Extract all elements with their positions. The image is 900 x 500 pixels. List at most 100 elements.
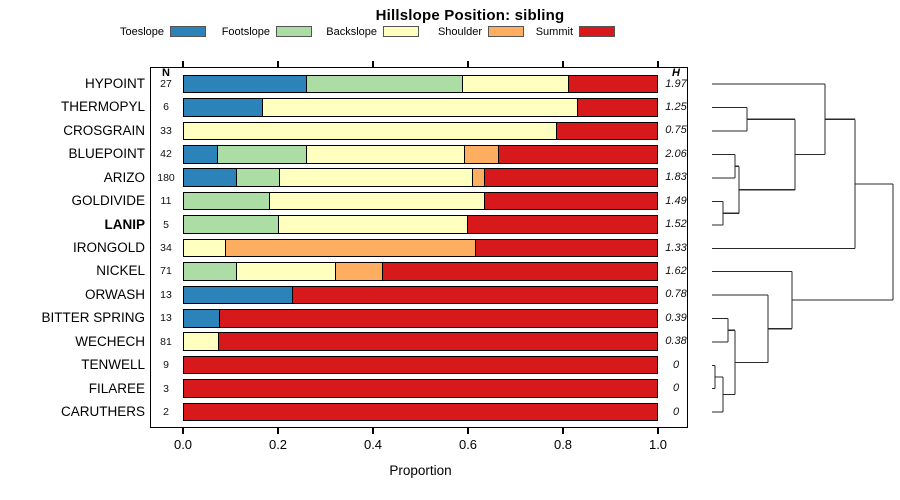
n-value: 27 (160, 78, 172, 90)
bar-segment-toeslope (184, 99, 263, 116)
x-axis-tick (277, 428, 279, 434)
legend-item-shoulder: Shoulder (438, 26, 524, 38)
bar-row (183, 238, 658, 258)
n-value: 33 (160, 124, 172, 137)
legend-label: Shoulder (437, 26, 482, 38)
row-label: BITTER SPRING (41, 310, 145, 326)
bar-segment-summit (484, 169, 657, 186)
legend-item-backslope: Backslope (326, 26, 419, 38)
legend-swatch-footslope-icon (276, 26, 312, 37)
n-value: 11 (160, 195, 172, 208)
bar-row (183, 355, 658, 375)
legend-label: Summit (535, 26, 573, 38)
bar-row (183, 168, 658, 187)
h-value: 0 (672, 382, 680, 395)
chart-title: Hillslope Position: sibling (375, 7, 565, 24)
legend-label: Footslope (221, 26, 270, 38)
bar-segment-summit (184, 356, 657, 374)
bar-segment-summit (184, 403, 657, 421)
bar-segment-backslope (280, 169, 473, 186)
x-axis-tick-label: 1.0 (648, 437, 668, 452)
bar-row (183, 191, 658, 211)
bar-segment-footslope (184, 263, 237, 280)
x-axis-tick-top (467, 61, 469, 67)
n-value: 180 (157, 171, 175, 184)
row-label: CROSGRAIN (63, 122, 145, 138)
bar-segment-summit (467, 216, 657, 233)
bar-segment-summit (476, 239, 657, 257)
bar-segment-toeslope (184, 286, 294, 304)
x-axis-tick (467, 428, 469, 434)
bar-segment-backslope (262, 99, 579, 116)
bar-row (183, 74, 658, 94)
bar-segment-summit (484, 192, 657, 210)
bar-segment-footslope (184, 192, 271, 210)
legend-item-toeslope: Toeslope (120, 26, 206, 38)
bar-segment-footslope (236, 169, 281, 186)
n-value: 71 (160, 265, 172, 278)
h-value: 0.38 (665, 335, 687, 348)
bar-segment-summit (569, 75, 657, 93)
legend-swatch-backslope-icon (383, 26, 419, 37)
bar-segment-toeslope (184, 169, 237, 186)
x-axis-tick-top (562, 61, 564, 67)
n-column-header: N (162, 67, 170, 79)
bar-row (183, 215, 658, 234)
x-axis-tick (562, 428, 564, 434)
n-value: 5 (163, 218, 169, 231)
row-label: CARUTHERS (60, 404, 145, 420)
bar-segment-backslope (463, 75, 570, 93)
bar-segment-summit (499, 145, 657, 163)
h-value: 1.83 (665, 171, 687, 184)
bar-segment-backslope (184, 122, 557, 140)
bar-segment-shoulder (336, 263, 384, 280)
n-value: 2 (163, 406, 169, 419)
h-value: 1.52 (665, 218, 687, 231)
bar-segment-backslope (184, 239, 226, 257)
bar-segment-summit (293, 286, 657, 304)
bar-segment-summit (184, 380, 657, 397)
bar-segment-backslope (278, 216, 468, 233)
bar-row (183, 121, 658, 141)
legend-swatch-shoulder-icon (488, 26, 524, 37)
bar-segment-summit (219, 333, 657, 351)
bar-segment-summit (578, 99, 657, 116)
bar-row (183, 402, 658, 422)
bar-segment-backslope (236, 263, 337, 280)
bar-row (183, 379, 658, 398)
bar-row (183, 98, 658, 117)
x-axis-tick-label: 0.4 (363, 437, 383, 452)
n-value: 13 (160, 288, 172, 301)
row-label: HYPOINT (84, 76, 145, 91)
bar-segment-shoulder (465, 145, 500, 163)
row-label: ORWASH (84, 286, 145, 302)
bar-segment-footslope (306, 75, 464, 93)
row-label: BLUEPOINT (68, 146, 145, 162)
bar-row (183, 309, 658, 328)
row-label: LANIP (104, 216, 146, 232)
h-value: 1.33 (665, 241, 687, 254)
row-label: WECHECH (75, 333, 145, 349)
h-value: 1.97 (665, 77, 687, 90)
bar-row (183, 285, 658, 305)
bar-segment-shoulder (472, 169, 485, 186)
bar-segment-backslope (270, 192, 485, 210)
x-axis-tick (657, 428, 659, 434)
row-label: IRONGOLD (72, 240, 145, 255)
row-label: ARIZO (103, 169, 145, 185)
row-label: FILAREE (88, 380, 145, 396)
bar-segment-backslope (307, 145, 466, 163)
h-value: 0.39 (665, 311, 687, 324)
n-value: 81 (160, 335, 172, 348)
bar-segment-summit (220, 310, 657, 327)
legend-label: Backslope (326, 26, 377, 38)
row-label: THERMOPYL (60, 99, 145, 115)
bar-segment-shoulder (225, 239, 477, 257)
bar-segment-footslope (217, 145, 308, 163)
x-axis-tick-top (182, 61, 184, 67)
n-value: 34 (160, 242, 172, 254)
x-axis-title: Proportion (389, 463, 452, 478)
h-value: 2.06 (665, 147, 687, 160)
h-column-header: H (672, 67, 680, 79)
